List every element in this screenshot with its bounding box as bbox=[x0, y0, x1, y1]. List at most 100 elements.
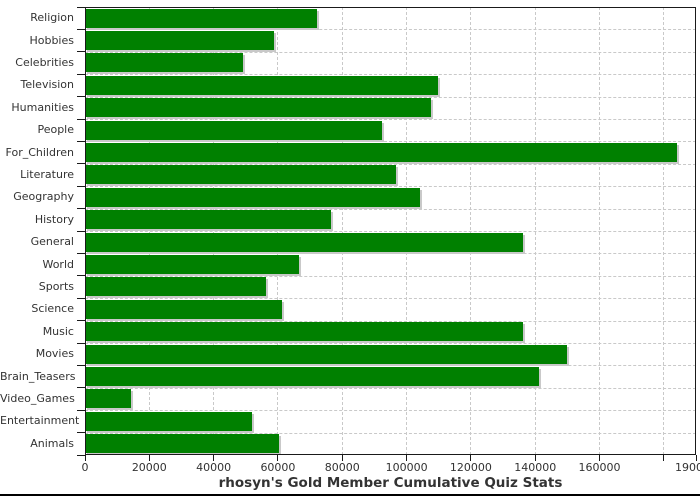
horizontal-gridline bbox=[85, 298, 696, 300]
y-axis-tick bbox=[77, 409, 85, 411]
y-axis-tick bbox=[77, 140, 85, 142]
bar-geography bbox=[85, 187, 420, 207]
y-axis-tick bbox=[77, 51, 85, 53]
category-label-sports: Sports bbox=[38, 280, 74, 293]
bar-humanities bbox=[85, 98, 432, 118]
bar-general bbox=[85, 232, 524, 252]
x-axis-tick bbox=[148, 455, 150, 461]
horizontal-gridline bbox=[85, 74, 696, 76]
y-axis-tick bbox=[77, 6, 85, 8]
x-tick-label-190000: 190000 bbox=[675, 461, 700, 474]
category-label-world: World bbox=[42, 257, 74, 271]
y-axis-tick bbox=[77, 96, 85, 98]
horizontal-gridline bbox=[85, 432, 696, 434]
x-tick-label-60000: 60000 bbox=[260, 461, 296, 474]
category-label-animals: Animals bbox=[30, 436, 74, 450]
category-label-people: People bbox=[37, 123, 74, 137]
category-label-science: Science bbox=[31, 302, 74, 316]
category-label-geography: Geography bbox=[13, 190, 74, 204]
x-tick-label-0: 0 bbox=[81, 461, 89, 474]
bar-history bbox=[85, 210, 331, 230]
x-tick-label-40000: 40000 bbox=[196, 461, 232, 474]
x-axis-tick bbox=[599, 455, 601, 461]
bar-music bbox=[85, 322, 524, 342]
horizontal-gridline bbox=[85, 163, 696, 165]
y-axis-tick bbox=[77, 208, 85, 210]
y-axis-tick bbox=[77, 252, 85, 254]
bar-brain_teasers bbox=[85, 366, 540, 386]
x-axis-tick bbox=[213, 455, 215, 461]
chart-title: rhosyn's Gold Member Cumulative Quiz Sta… bbox=[218, 475, 563, 491]
y-axis-tick bbox=[77, 364, 85, 366]
y-axis-tick bbox=[77, 163, 85, 165]
bar-celebrities bbox=[85, 53, 243, 73]
y-axis-tick bbox=[77, 387, 85, 389]
bar-entertainment bbox=[85, 411, 252, 431]
category-label-entertainment: Entertainment bbox=[0, 414, 80, 428]
horizontal-gridline bbox=[85, 141, 696, 143]
y-axis-tick bbox=[77, 118, 85, 120]
x-tick-label-100000: 100000 bbox=[385, 461, 428, 474]
y-axis-tick bbox=[77, 73, 85, 75]
x-axis-tick bbox=[663, 455, 665, 461]
bar-science bbox=[85, 299, 283, 319]
plot-area bbox=[85, 7, 696, 455]
y-axis-tick bbox=[77, 185, 85, 187]
y-axis-tick bbox=[77, 28, 85, 30]
horizontal-gridline bbox=[85, 275, 696, 277]
x-axis-tick bbox=[470, 455, 472, 461]
y-axis-tick bbox=[77, 297, 85, 299]
y-axis-tick bbox=[77, 342, 85, 344]
x-axis-tick bbox=[695, 455, 697, 461]
x-tick-label-20000: 20000 bbox=[131, 461, 167, 474]
horizontal-gridline bbox=[85, 231, 696, 232]
horizontal-gridline bbox=[85, 29, 696, 31]
bar-for_children bbox=[85, 142, 678, 162]
y-axis-tick bbox=[77, 432, 85, 434]
category-label-video_games: Video_Games bbox=[0, 392, 75, 405]
bar-hobbies bbox=[85, 30, 274, 50]
bar-animals bbox=[85, 434, 279, 454]
y-axis-tick bbox=[77, 454, 85, 456]
x-axis-tick bbox=[534, 455, 536, 461]
horizontal-gridline bbox=[85, 186, 696, 188]
x-axis-tick bbox=[277, 455, 279, 461]
horizontal-gridline bbox=[85, 253, 696, 255]
bar-religion bbox=[85, 8, 317, 28]
y-axis-tick bbox=[77, 230, 85, 232]
horizontal-gridline bbox=[85, 320, 696, 322]
x-axis-tick bbox=[406, 455, 408, 461]
x-axis-tick bbox=[341, 455, 343, 461]
y-axis-tick bbox=[77, 320, 85, 322]
category-label-literature: Literature bbox=[20, 168, 74, 181]
bar-video_games bbox=[85, 389, 131, 409]
horizontal-gridline bbox=[85, 119, 696, 120]
horizontal-gridline bbox=[85, 96, 696, 98]
category-label-television: Television bbox=[20, 78, 75, 92]
bar-world bbox=[85, 254, 299, 274]
bar-literature bbox=[85, 165, 397, 185]
category-label-for_children: For_Children bbox=[5, 145, 74, 159]
bar-sports bbox=[85, 277, 266, 297]
x-tick-label-160000: 160000 bbox=[578, 461, 621, 474]
horizontal-gridline bbox=[85, 387, 696, 389]
category-label-brain_teasers: Brain_Teasers bbox=[0, 369, 76, 383]
horizontal-gridline bbox=[85, 51, 696, 53]
horizontal-gridline bbox=[85, 410, 696, 412]
horizontal-gridline bbox=[85, 343, 696, 344]
bar-movies bbox=[85, 344, 568, 364]
x-tick-label-120000: 120000 bbox=[449, 461, 492, 474]
category-label-celebrities: Celebrities bbox=[15, 56, 74, 69]
category-label-general: General bbox=[30, 235, 74, 249]
x-tick-label-140000: 140000 bbox=[514, 461, 557, 474]
category-label-music: Music bbox=[42, 324, 74, 338]
x-axis-tick bbox=[84, 455, 86, 461]
bar-television bbox=[85, 75, 439, 95]
y-axis-tick bbox=[77, 275, 85, 277]
bar-people bbox=[85, 120, 382, 140]
horizontal-gridline bbox=[85, 208, 696, 210]
category-label-humanities: Humanities bbox=[11, 100, 74, 114]
category-label-religion: Religion bbox=[30, 11, 74, 25]
bottom-divider bbox=[0, 494, 700, 496]
